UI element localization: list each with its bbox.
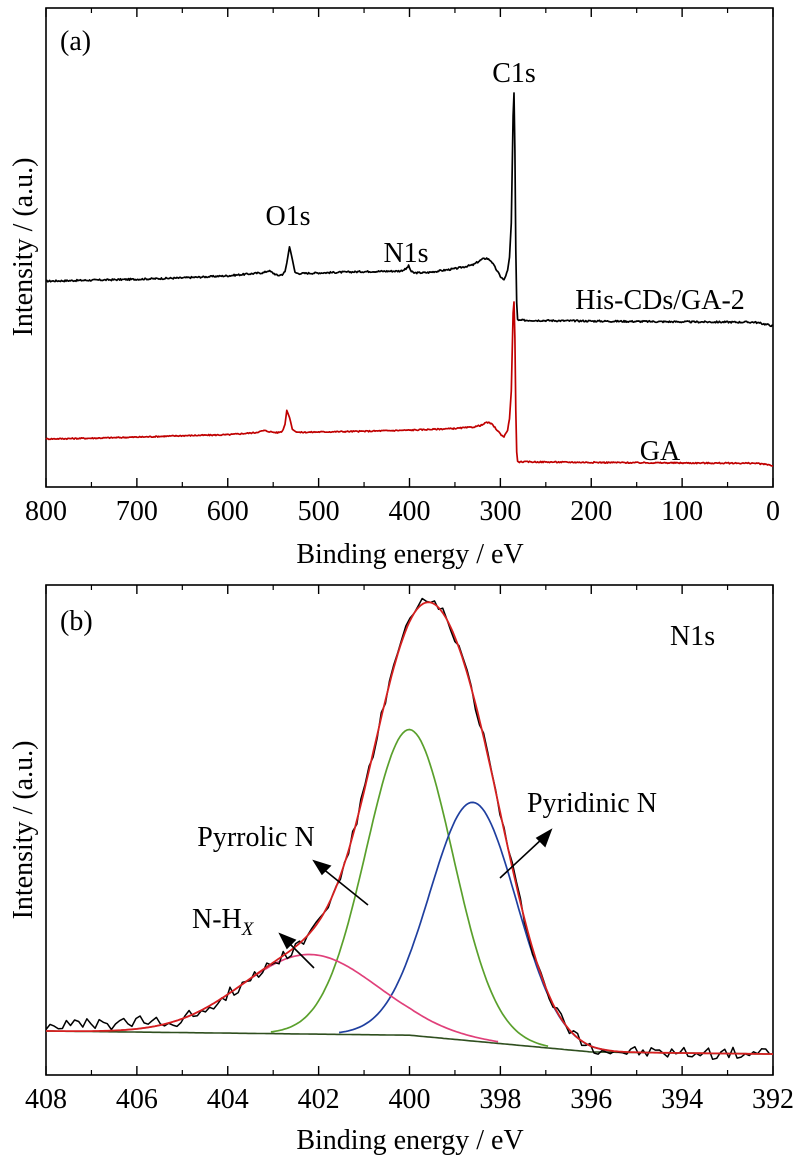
panel-b-title: N1s (670, 621, 715, 652)
panel-b: (b) N1s 408 406 404 402 400 398 396 394 392 Pyrr… (8, 584, 794, 1156)
panel-a-series (45, 92, 774, 467)
panel-a: (a) 800 700 600 500 400 300 200 100 0 C1s O1s N1… (8, 7, 780, 570)
panel-b-label: (b) (60, 606, 93, 637)
panel-b-series (45, 597, 774, 1061)
panel-a-x-tick-label: 500 (298, 496, 340, 527)
panel-b-x-tick-label: 398 (479, 1084, 521, 1115)
series-line-1 (45, 301, 773, 467)
panel-a-y-axis-label: Intensity / (a.u.) (8, 158, 39, 337)
arrow-pyridinic-n (499, 837, 544, 879)
panel-b-x-tick-label: 402 (298, 1084, 340, 1115)
panel-a-x-tick-label: 600 (207, 496, 249, 527)
panel-b-x-tick-label: 406 (116, 1084, 158, 1115)
arrow-n-hx (287, 941, 315, 969)
panel-b-x-tick-label: 400 (389, 1084, 431, 1115)
panel-b-frame (45, 584, 774, 1076)
panel-a-x-tick-label: 0 (766, 496, 780, 527)
peak-label-n1s: N1s (383, 238, 428, 269)
panel-a-x-tick-label: 800 (25, 496, 67, 527)
component-line-1 (338, 801, 608, 1052)
panel-b-x-axis-label: Binding energy / eV (296, 1125, 523, 1156)
component-line-0 (270, 728, 549, 1048)
panel-a-x-tick-label: 200 (570, 496, 612, 527)
arrowhead-pyridinic-n (535, 828, 553, 848)
panel-a-x-tick-label: 700 (116, 496, 158, 527)
series-label-his-cds-ga-2: His-CDs/GA-2 (575, 285, 745, 316)
panel-b-x-tick-label: 408 (25, 1084, 67, 1115)
panel-a-x-axis: 800 700 600 500 400 300 200 100 0 (25, 8, 780, 527)
panel-a-x-tick-label: 400 (389, 496, 431, 527)
arrowhead-n-hx (278, 932, 297, 950)
series-line-0 (45, 92, 774, 328)
peak-label-c1s: C1s (492, 58, 536, 89)
panel-b-x-tick-label: 404 (207, 1084, 249, 1115)
panel-b-y-axis-label: Intensity / (a.u.) (8, 741, 39, 920)
baseline-line (45, 1030, 774, 1055)
arrowhead-pyrrolic-n (312, 859, 332, 876)
label-n-hx-main: N-H (192, 904, 242, 935)
panel-a-x-tick-label: 100 (661, 496, 703, 527)
fit-envelope-line (46, 601, 774, 1055)
panel-a-x-axis-label: Binding energy / eV (296, 539, 523, 570)
arrow-pyrrolic-n (321, 867, 369, 906)
panel-b-x-tick-label: 394 (661, 1084, 703, 1115)
component-line-2 (120, 953, 499, 1043)
panel-b-x-axis: 408 406 404 402 400 398 396 394 392 (25, 585, 794, 1115)
label-n-hx-sub: X (241, 919, 255, 940)
panel-a-x-tick-label: 300 (479, 496, 521, 527)
label-pyrrolic-n: Pyrrolic N (197, 822, 314, 853)
panel-b-x-tick-label: 392 (752, 1084, 794, 1115)
peak-label-o1s: O1s (265, 201, 310, 232)
raw-spectrum-line (45, 597, 771, 1061)
annotation-arrows (278, 828, 553, 969)
panel-a-label: (a) (60, 26, 91, 57)
panel-b-x-tick-label: 396 (570, 1084, 612, 1115)
label-n-hx: N-HX (192, 904, 255, 940)
series-label-ga: GA (640, 436, 681, 467)
label-pyridinic-n: Pyridinic N (527, 788, 657, 819)
